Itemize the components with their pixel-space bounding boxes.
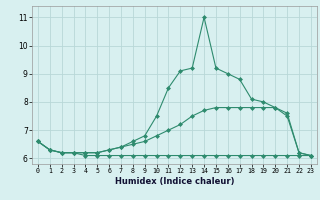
- X-axis label: Humidex (Indice chaleur): Humidex (Indice chaleur): [115, 177, 234, 186]
